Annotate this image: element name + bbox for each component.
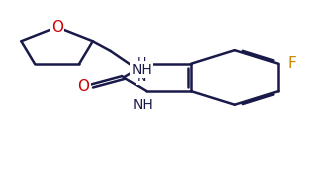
Text: NH: NH — [133, 98, 154, 112]
Text: NH: NH — [131, 62, 152, 77]
Text: H
N: H N — [137, 55, 146, 84]
Text: O: O — [78, 79, 90, 94]
Text: F: F — [288, 56, 296, 71]
Text: O: O — [51, 20, 63, 35]
